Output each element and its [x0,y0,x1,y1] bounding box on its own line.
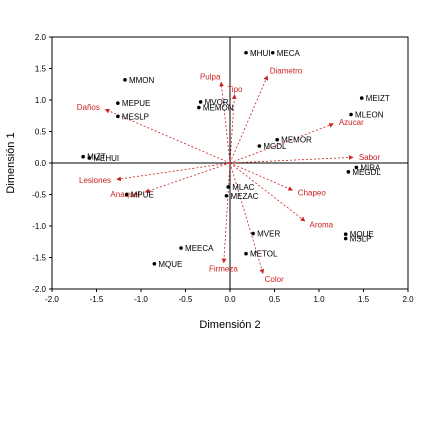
data-point [244,251,248,256]
data-point [226,185,231,189]
vector-arrow [221,162,231,264]
point-label: MVER [257,230,280,239]
data-point [116,101,120,105]
data-point [257,144,262,148]
vector-arrow [219,81,231,164]
vector-label: Daños [77,103,100,112]
point-label: METOL [250,250,278,259]
x-tick-label: -1.5 [90,295,104,304]
data-point [81,154,85,159]
data-point [152,262,157,266]
point-label: MEMOR [281,136,312,145]
data-point [275,137,279,142]
x-tick-label: 2.0 [402,295,414,304]
point-label: MPUE [131,191,154,200]
point-label: MEMON [203,104,234,113]
y-tick-label: -1.0 [32,222,46,231]
data-point [349,112,353,117]
data-point [343,232,348,236]
y-tick-label: 0.0 [35,159,47,168]
vector-label: Pulpa [200,72,221,81]
point-label: MEECA [185,244,214,253]
data-point [123,78,127,82]
vector-label: Color [265,275,284,284]
x-axis-ticks: -2.0 -1.5 -1.0 -0.5 0.0 0.5 1.0 1.5 2.0 [45,289,414,304]
y-axis-ticks: 2.0 1.5 1.0 0.5 0.0 -0.5 -1.0 -1.5 -2.0 [32,33,52,294]
point-label: MEHUI [93,154,119,163]
point-label: MLEON [355,110,384,119]
point-label: MSLP [350,235,372,244]
y-tick-label: 2.0 [35,33,47,42]
vector-arrow [144,162,231,193]
vector-label: Tipo [227,85,243,94]
point-label: MECA [277,49,301,58]
vector-arrow [116,162,231,182]
x-tick-label: 1.5 [358,295,370,304]
point-label: MQUE [158,260,182,269]
point-label: MESLP [122,112,149,121]
vector-label: Diametro [270,67,303,76]
vector-arrow [229,155,354,164]
data-point [197,105,201,110]
point-label: MQUE [350,230,374,239]
x-tick-label: 1.0 [313,295,325,304]
point-label: MEGDL [352,168,381,177]
data-point [87,156,92,160]
vector-label: Azucar [339,118,364,127]
point-label: MLAC [232,183,254,192]
point-label: MEPUE [122,99,150,108]
y-tick-label: -2.0 [32,285,46,294]
vector-label: Chapeo [298,188,327,197]
data-point [124,192,129,197]
x-tick-label: 0.5 [269,295,281,304]
x-tick-label: -2.0 [45,295,59,304]
point-label: MVOR [205,98,229,107]
data-point [346,170,351,174]
vector-label: Sabor [359,153,381,162]
data-point [270,50,275,55]
x-tick-label: -1.0 [134,295,148,304]
data-point [179,246,183,250]
y-tick-label: -1.5 [32,254,46,263]
data-point [224,193,229,198]
data-point [251,231,255,236]
point-label: MIZT [87,153,106,162]
point-label: MEZAC [230,192,258,201]
vector-arrow [104,108,231,164]
x-tick-label: -0.5 [179,295,193,304]
vector-label: Firmeza [209,265,238,274]
vector-label: Aroma [310,221,334,230]
data-point [354,165,359,170]
vector-arrow [229,94,237,164]
data-point [359,96,364,100]
point-label: MGDL [263,142,287,151]
x-axis-title: Dimensión 2 [199,319,260,331]
y-axis-title: Dimensión 1 [5,132,17,193]
x-tick-label: 0.0 [224,295,236,304]
y-tick-label: -0.5 [32,191,46,200]
vector-label: Lesiones [79,176,111,185]
point-label: MEIZT [366,94,390,103]
point-label: MMON [129,76,155,85]
y-tick-label: 1.5 [35,65,47,74]
data-point [198,100,203,104]
y-tick-label: 0.5 [35,128,47,137]
data-point [244,50,248,55]
y-tick-label: 1.0 [35,96,47,105]
vector-arrow [229,162,294,191]
point-label: MIRA [360,163,381,172]
data-point [116,114,120,119]
data-point [343,236,348,241]
vector-arrow [229,162,265,275]
point-label: MHUI [250,49,270,58]
